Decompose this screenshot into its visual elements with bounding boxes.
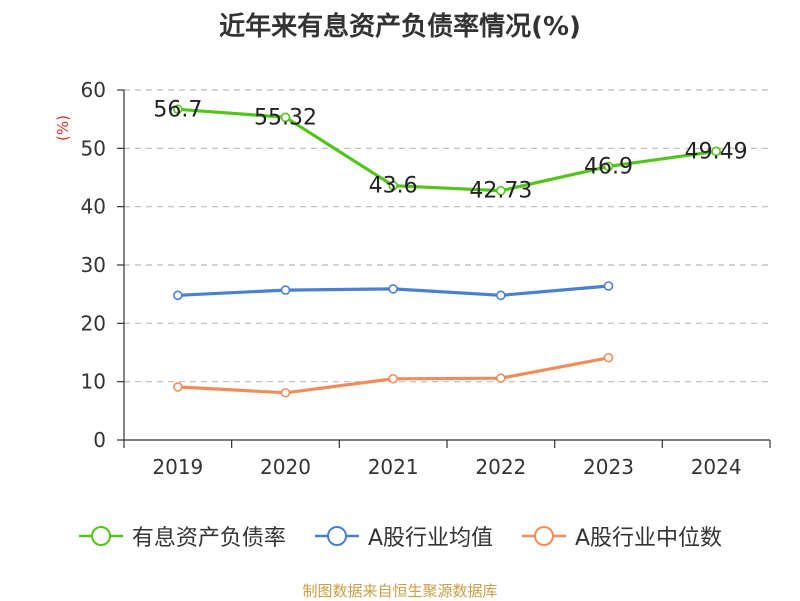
source-note: 制图数据来自恒生聚源数据库 [302, 582, 498, 600]
y-tick-label: 40 [81, 195, 106, 219]
legend-label: 有息资产负债率 [131, 526, 286, 551]
data-label: 43.6 [369, 174, 418, 199]
data-point [388, 180, 398, 191]
data-point [280, 112, 291, 123]
x-tick-label: 2021 [368, 455, 419, 479]
x-tick-label: 2022 [475, 455, 526, 479]
y-tick-label: 30 [81, 253, 106, 277]
data-point [173, 290, 183, 301]
legend: 有息资产负债率 A股行业均值 A股行业中位数 [0, 518, 800, 554]
legend-item[interactable]: 有息资产负债率 [78, 520, 286, 552]
data-point [388, 284, 398, 294]
data-point [280, 285, 291, 295]
data-point [496, 290, 506, 301]
y-tick-label: 0 [93, 428, 106, 452]
axes: 0 10 20 30 40 50 60 2019 2020 2021 2022 2023 2024 (%) [54, 78, 771, 479]
data-point [173, 104, 183, 115]
legend-swatch-circle [90, 526, 111, 546]
legend-swatch-icon [78, 526, 123, 546]
data-point [388, 373, 398, 384]
data-point [603, 352, 614, 363]
data-point [711, 146, 721, 157]
data-labels: 56.7 55.32 43.6 42.73 46.9 49.49 [153, 97, 747, 203]
data-point [603, 161, 614, 172]
legend-item[interactable]: A股行业均值 [314, 520, 493, 552]
chart-title: 近年来有息资产负债率情况(%) [219, 12, 581, 42]
data-label: 49.49 [685, 139, 748, 164]
y-tick-label: 20 [81, 311, 106, 335]
legend-swatch-icon [314, 526, 359, 546]
grid-lines [124, 89, 770, 383]
legend-label: A股行业均值 [367, 526, 493, 551]
data-point [496, 373, 506, 383]
data-label: 55.32 [254, 105, 317, 130]
y-axis-label: (%) [54, 115, 72, 141]
legend-swatch-icon [522, 526, 566, 546]
legend-swatch-circle [534, 526, 554, 546]
data-point [496, 185, 506, 196]
data-point [280, 387, 291, 398]
x-tick-label: 2020 [260, 455, 311, 479]
legend-label: A股行业中位数 [575, 526, 723, 551]
series-group [173, 104, 721, 398]
data-point [173, 382, 183, 392]
x-tick-label: 2019 [152, 455, 203, 479]
y-tick-label: 10 [81, 370, 106, 394]
series-line [176, 107, 718, 193]
data-label: 56.7 [153, 97, 202, 122]
y-tick-label: 50 [81, 136, 106, 160]
x-tick-label: 2023 [583, 455, 634, 479]
data-point [603, 281, 614, 291]
y-tick-label: 60 [81, 78, 106, 102]
data-label: 42.73 [469, 179, 532, 204]
data-label: 46.9 [584, 154, 633, 179]
legend-item[interactable]: A股行业中位数 [521, 520, 722, 552]
x-tick-label: 2024 [691, 455, 742, 479]
legend-swatch-circle [326, 526, 347, 546]
